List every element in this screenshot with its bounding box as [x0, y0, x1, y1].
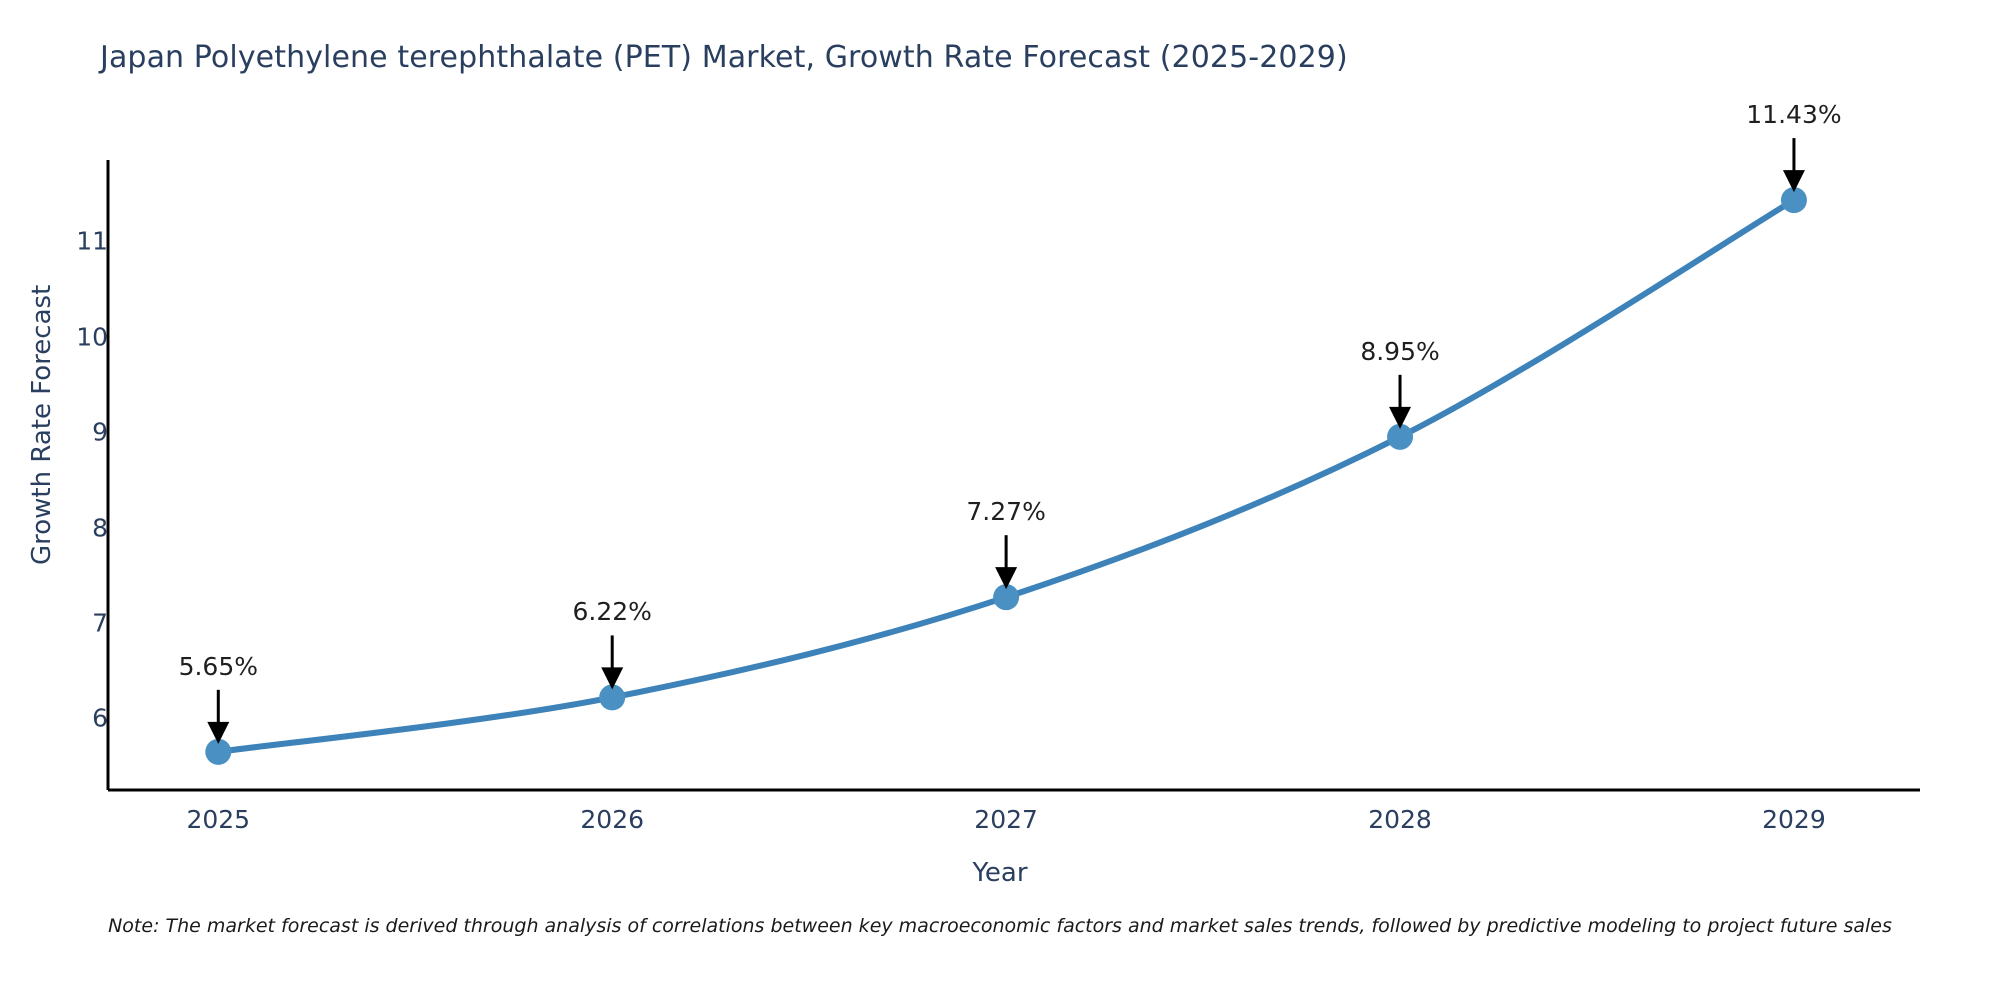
annotation-arrow-head: [995, 567, 1018, 590]
y-tick-label: 9: [92, 417, 108, 447]
data-point-label: 11.43%: [1746, 100, 1842, 130]
y-tick-label: 10: [76, 322, 108, 352]
x-tick-label: 2025: [186, 805, 251, 834]
series-markers: [205, 187, 1807, 765]
data-point-label: 5.65%: [178, 651, 258, 681]
data-point-marker[interactable]: [205, 738, 232, 765]
data-point-label: 7.27%: [966, 497, 1046, 527]
y-axis-ticks: 6 7 8 9 10 11: [0, 0, 108, 1000]
data-point-label: 6.22%: [572, 597, 652, 627]
chart-note: Note: The market forecast is derived thr…: [108, 915, 1892, 937]
annotation-arrows: [207, 138, 1805, 744]
x-tick-label: 2026: [580, 805, 645, 834]
y-tick-label: 11: [76, 226, 108, 256]
x-tick-label: 2027: [974, 805, 1038, 834]
y-tick-label: 8: [92, 513, 108, 542]
annotation-arrow-head: [1389, 406, 1412, 429]
series-line: [215, 197, 1797, 755]
x-axis-label: Year: [972, 858, 1028, 888]
annotation-arrow-head: [207, 721, 230, 744]
chart-title: Japan Polyethylene terephthalate (PET) M…: [100, 40, 1348, 75]
x-tick-label: 2028: [1368, 805, 1432, 834]
x-tick-label: 2029: [1762, 805, 1826, 834]
data-point-marker[interactable]: [1780, 187, 1807, 214]
annotation-arrow-head: [601, 667, 624, 690]
data-point-marker[interactable]: [1387, 423, 1414, 450]
annotation-arrow-head: [1782, 170, 1805, 193]
y-tick-label: 6: [92, 703, 108, 733]
data-point-marker[interactable]: [599, 684, 626, 711]
data-point-label: 8.95%: [1360, 336, 1440, 366]
y-tick-label: 7: [92, 608, 108, 638]
data-point-marker[interactable]: [993, 584, 1020, 611]
